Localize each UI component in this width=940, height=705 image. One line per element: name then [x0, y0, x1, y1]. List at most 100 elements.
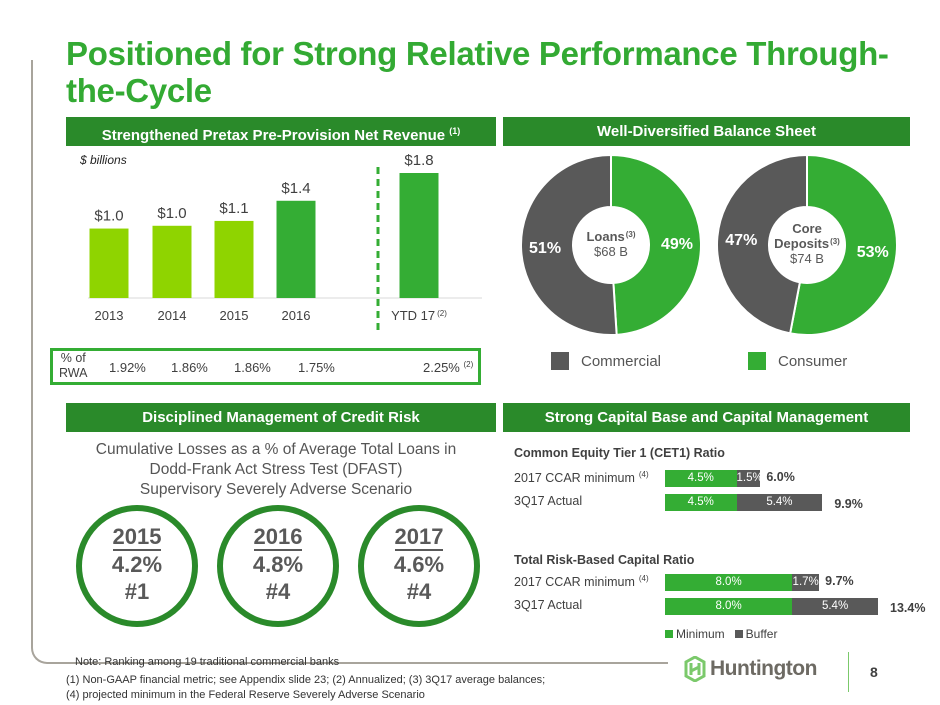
ranking-loss: 4.8% — [252, 552, 304, 577]
legend-label-commercial: Commercial — [581, 353, 662, 370]
ranking-loss: 4.6% — [393, 552, 445, 577]
footnote-ref: (4) — [638, 574, 649, 583]
balance-sheet-donuts: 49% 51% Loans(3)$68 B 53% 47% CoreDeposits(3)… — [520, 153, 898, 336]
bar-ytd-17 — [399, 173, 439, 298]
rwa-value: 2.25% (2) — [423, 360, 473, 375]
legend-swatch-minimum — [665, 630, 673, 638]
ranking-circle: 2016 4.8% #4 — [217, 505, 339, 627]
ranking-year: 2015 — [112, 524, 162, 551]
cap-row-label: 3Q17 Actual — [514, 494, 583, 508]
footnote-line: (4) projected minimum in the Federal Res… — [66, 689, 425, 701]
footer-divider — [848, 652, 849, 692]
legend-item-buffer: Buffer — [734, 627, 777, 641]
legend-swatch-buffer — [734, 630, 743, 638]
section-title: Strengthened Pretax Pre-Provision Net Re… — [101, 127, 446, 144]
donut-slice-consumer — [788, 153, 898, 336]
caption-line: Supervisory Severely Adverse Scenario — [139, 481, 413, 498]
legend-label: Minimum — [676, 627, 725, 641]
footnote-ref: (1) — [449, 126, 461, 136]
x-tick-label: 2016 — [282, 308, 311, 323]
bar-segment-buffer: 1.7% — [792, 574, 820, 591]
stacked-bar: 4.5% 1.5% — [665, 470, 763, 487]
ppnr-bar-chart: $1.0 2013 $1.0 2014 $1.1 2015 $1.4 2016 $1.8 YTD … — [88, 152, 482, 335]
bar-segment-minimum: 8.0% — [665, 598, 793, 615]
footnote-ref: (2) — [437, 309, 447, 318]
legend-label-consumer: Consumer — [778, 353, 848, 370]
caption-line: Dodd-Frank Act Stress Test (DFAST) — [149, 461, 403, 478]
ranking-rank: #4 — [265, 579, 291, 604]
units-label: $ billions — [80, 153, 127, 167]
donut-slice-commercial — [716, 153, 808, 335]
page-number: 8 — [870, 664, 878, 680]
bar-2016 — [276, 200, 316, 298]
rwa-row-label: % of RWA — [59, 351, 88, 380]
x-tick-label: 2014 — [158, 308, 187, 323]
section-header-capital: Strong Capital Base and Capital Manageme… — [503, 403, 910, 432]
cet1-title: Common Equity Tier 1 (CET1) Ratio — [514, 446, 725, 460]
ranking-year: 2017 — [394, 524, 444, 551]
rwa-value: 1.86% — [234, 360, 271, 375]
rwa-value-text: 2.25% — [423, 360, 460, 375]
rwa-row: % of RWA 1.92% 1.86% 1.86% 1.75% 2.25% (2… — [50, 348, 481, 385]
frame-border — [31, 60, 49, 664]
bar-total-label: 6.0% — [766, 470, 795, 484]
x-tick-label: 2015 — [220, 308, 249, 323]
frame-divider — [48, 662, 668, 664]
legend-swatch-consumer — [748, 352, 766, 370]
bar-segment-buffer: 1.5% — [736, 470, 763, 487]
section-header-balance: Well-Diversified Balance Sheet — [503, 117, 910, 146]
ranking-note: Note: Ranking among 19 traditional comme… — [75, 656, 340, 668]
donut-slice-label: 51% — [529, 240, 561, 257]
donut-center-title: Core — [792, 221, 822, 236]
rwa-value: 1.92% — [109, 360, 146, 375]
footnote-ref: (3) — [626, 230, 636, 239]
legend-swatch-commercial — [551, 352, 569, 370]
stacked-bar: 8.0% 1.7% — [665, 574, 820, 591]
bar-segment-buffer: 5.4% — [792, 598, 878, 615]
rwa-value: 1.75% — [298, 360, 335, 375]
bar-2013 — [89, 228, 129, 298]
capital-legend: Minimum Buffer — [665, 627, 777, 641]
donut-center-title: Deposits(3) — [774, 236, 840, 251]
rwa-value: 1.86% — [171, 360, 208, 375]
cap-row-label: 2017 CCAR minimum (4) — [514, 574, 649, 589]
bar-segment-minimum: 4.5% — [665, 494, 737, 511]
donut-center-title: Loans(3) — [586, 229, 635, 244]
ranking-rank: #4 — [406, 579, 432, 604]
huntington-logo-icon — [684, 656, 706, 682]
footnote-line: (1) Non-GAAP financial metric; see Appen… — [66, 674, 546, 686]
donut-center-value: $68 B — [594, 244, 628, 259]
donut-slice-commercial — [520, 153, 618, 336]
data-label: $1.0 — [157, 205, 186, 222]
section-header-credit: Disciplined Management of Credit Risk — [66, 403, 496, 432]
bar-segment-minimum: 4.5% — [665, 470, 737, 487]
ranking-rank: #1 — [124, 579, 150, 604]
data-label: $1.0 — [94, 208, 123, 225]
donut-slice-consumer — [610, 153, 702, 336]
huntington-logo: Huntington — [684, 656, 817, 682]
logo-wordmark: Huntington — [710, 657, 817, 680]
cap-row-label-text: 2017 CCAR minimum — [514, 471, 635, 485]
ranking-loss: 4.2% — [111, 552, 163, 577]
footnote-ref: (3) — [830, 237, 840, 246]
trbc-title: Total Risk-Based Capital Ratio — [514, 553, 695, 567]
section-header-ppnr: Strengthened Pretax Pre-Provision Net Re… — [66, 117, 496, 146]
bar-2014 — [152, 225, 192, 298]
bar-total-label: 9.7% — [825, 574, 854, 588]
caption-line: Cumulative Losses as a % of Average Tota… — [95, 441, 457, 458]
x-tick-label: 2013 — [95, 308, 124, 323]
bar-segment-minimum: 8.0% — [665, 574, 793, 591]
data-label: $1.1 — [219, 200, 248, 217]
ranking-circle: 2017 4.6% #4 — [358, 505, 480, 627]
donut-slice-label: 53% — [857, 244, 889, 261]
ranking-year: 2016 — [253, 524, 303, 551]
donut-slice-label: 49% — [661, 236, 693, 253]
stacked-bar: 8.0% 5.4% — [665, 598, 878, 615]
stacked-bar: 4.5% 5.4% — [665, 494, 823, 511]
donut-slice-label: 47% — [725, 232, 757, 249]
bar-total-label: 13.4% — [890, 601, 926, 615]
cap-row-label-text: 2017 CCAR minimum — [514, 575, 635, 589]
dfast-caption: Cumulative Losses as a % of Average Tota… — [66, 440, 486, 500]
data-label: $1.4 — [281, 180, 310, 197]
bar-2015 — [214, 220, 254, 298]
